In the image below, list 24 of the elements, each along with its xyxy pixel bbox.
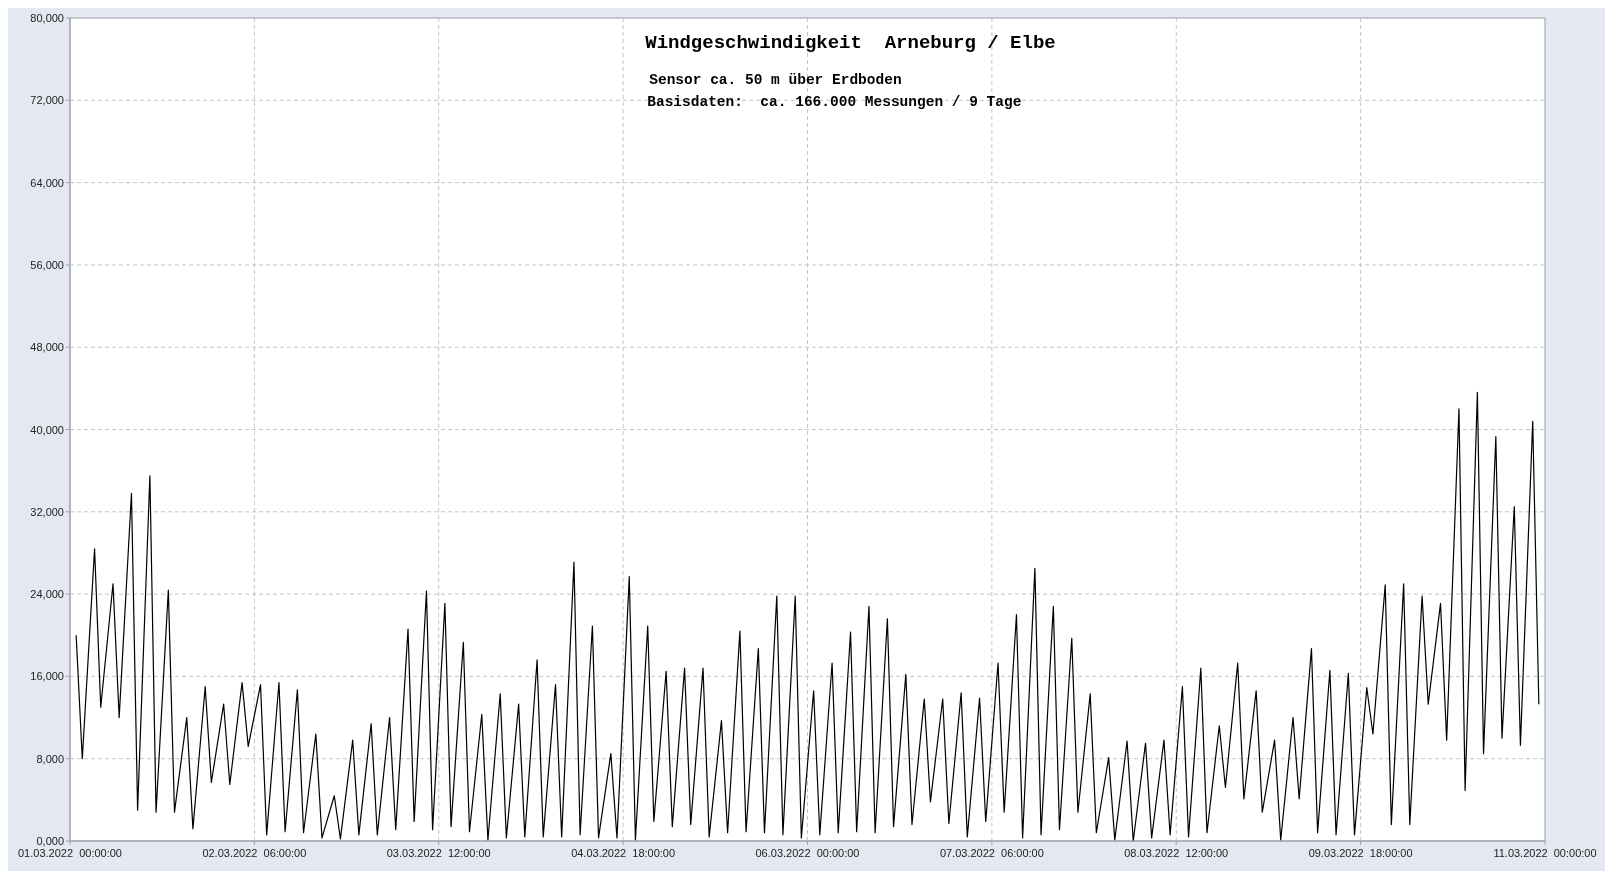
y-tick-label: 8,000 [36, 752, 64, 765]
y-tick-label: 48,000 [30, 341, 64, 354]
x-tick-label: 03.03.2022 12:00:00 [386, 847, 491, 859]
x-tick-label: 04.03.2022 18:00:00 [571, 847, 676, 859]
text: Sensor ca. 50 m über Erdboden [649, 72, 902, 88]
y-tick-label: 40,000 [30, 423, 64, 436]
y-tick-label: 16,000 [30, 670, 64, 683]
x-tick-label: 11.03.2022 00:00:00 [1493, 847, 1597, 859]
x-tick-label: 08.03.2022 12:00:00 [1124, 847, 1229, 859]
x-tick-label: 09.03.2022 18:00:00 [1308, 847, 1413, 859]
text: Windgeschwindigkeit Arneburg / Elbe [645, 32, 1056, 54]
y-tick-label: 80,000 [30, 12, 64, 24]
x-tick-label: 02.03.2022 06:00:00 [202, 847, 307, 859]
line-series [75, 391, 1540, 842]
x-tick-label: 01.03.2022 00:00:00 [18, 847, 122, 859]
y-tick-label: 64,000 [30, 176, 64, 189]
x-tick-label: 06.03.2022 00:00:00 [755, 847, 860, 859]
x-tick-label: 07.03.2022 06:00:00 [939, 847, 1044, 859]
y-tick-label: 32,000 [30, 505, 64, 518]
y-tick-label: 56,000 [30, 258, 64, 271]
annotation: Basisdaten: ca. 166.000 Messungen / 9 Tage [647, 94, 1022, 110]
y-tick-label: 72,000 [30, 94, 64, 107]
y-tick-label: 0,000 [36, 835, 64, 847]
y-tick-label: 24,000 [30, 588, 64, 601]
